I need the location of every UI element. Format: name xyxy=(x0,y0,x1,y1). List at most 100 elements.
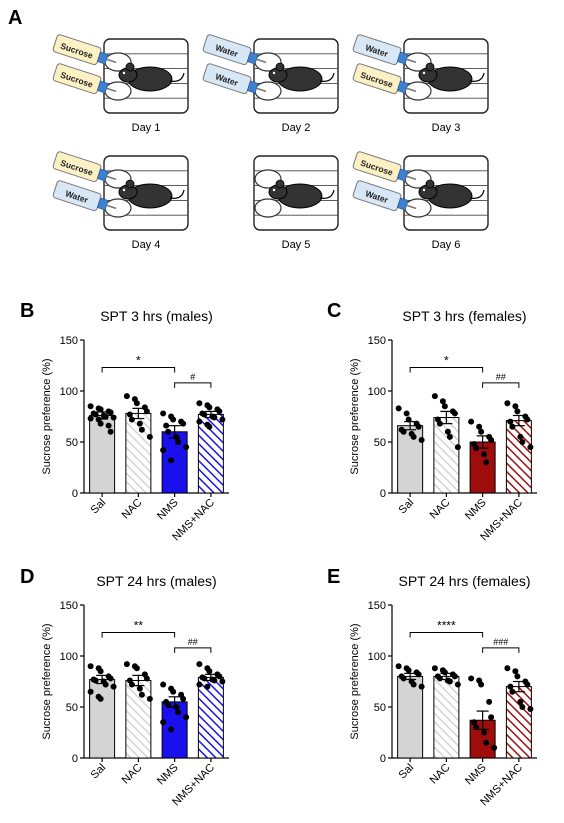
data-point xyxy=(138,691,145,698)
data-point xyxy=(405,416,412,423)
bottle: Sucrose xyxy=(352,151,417,183)
data-point xyxy=(196,661,203,668)
data-point xyxy=(507,683,514,690)
mouse-ear xyxy=(125,62,135,72)
panel-letter-d: D xyxy=(20,566,34,588)
data-point xyxy=(517,698,524,705)
bar xyxy=(161,701,188,759)
y-tick-label: 0 xyxy=(72,488,78,500)
bar xyxy=(505,420,532,494)
bottle: Water xyxy=(352,180,417,212)
panel-letter-a: A xyxy=(8,7,22,29)
data-point xyxy=(488,436,495,443)
data-point xyxy=(400,428,407,435)
data-point xyxy=(446,433,453,440)
significance-label: ## xyxy=(188,637,198,647)
data-point xyxy=(92,677,99,684)
data-point xyxy=(183,444,190,451)
day-label: Day 4 xyxy=(132,239,161,251)
day-label: Day 5 xyxy=(282,239,311,251)
data-point xyxy=(110,414,117,421)
x-tick-label: NAC xyxy=(120,762,145,787)
bottle: Sucrose xyxy=(52,63,117,95)
data-point xyxy=(405,667,412,674)
data-point xyxy=(102,681,109,688)
panel-letter-c: C xyxy=(327,300,341,322)
bottle-spout xyxy=(256,58,267,64)
data-point xyxy=(128,416,135,423)
data-point xyxy=(418,436,425,443)
bar xyxy=(469,441,496,494)
bar xyxy=(125,412,152,494)
data-point xyxy=(410,681,417,688)
bottle-spout xyxy=(106,175,117,181)
significance-bracket xyxy=(174,647,212,653)
data-point xyxy=(504,400,511,407)
data-point xyxy=(446,678,453,685)
data-point xyxy=(471,719,478,726)
mouse-tail xyxy=(169,72,185,82)
mouse-eye xyxy=(422,188,426,192)
y-tick-label: 50 xyxy=(374,702,386,714)
data-point xyxy=(524,681,531,688)
bottle-cup-bottom xyxy=(104,198,132,218)
data-point xyxy=(87,403,94,410)
data-point xyxy=(87,415,94,422)
bottle-spout xyxy=(256,87,267,93)
bottle: Sucrose xyxy=(352,63,417,95)
data-point xyxy=(436,675,443,682)
significance-label: * xyxy=(444,354,449,368)
data-point xyxy=(87,663,94,670)
data-point xyxy=(128,681,135,688)
data-point xyxy=(97,668,104,675)
mouse-tail xyxy=(319,72,335,82)
data-point xyxy=(143,408,150,415)
data-point xyxy=(211,677,218,684)
data-point xyxy=(168,726,175,733)
y-tick-label: 50 xyxy=(66,702,78,714)
charts-area: SPT 3 hrs (males) Sucrose preference (%) 0… xyxy=(41,308,537,808)
bottle-cup-top xyxy=(254,169,282,189)
data-point xyxy=(173,433,180,440)
data-point xyxy=(87,688,94,695)
significance-label: ** xyxy=(134,619,144,633)
data-point xyxy=(97,420,104,427)
bottle-cup-bottom xyxy=(104,81,132,101)
significance-label: ### xyxy=(493,637,508,647)
mouse-eye xyxy=(122,71,126,75)
data-point xyxy=(476,423,483,430)
data-point xyxy=(468,675,475,682)
y-tick-label: 100 xyxy=(60,651,78,663)
data-point xyxy=(133,665,140,672)
data-point xyxy=(439,398,446,405)
data-point xyxy=(451,673,458,680)
data-point xyxy=(219,678,226,685)
chart-b: SPT 3 hrs (males) Sucrose preference (%) 0… xyxy=(41,308,229,543)
bar xyxy=(433,675,460,759)
data-point xyxy=(512,668,519,675)
data-point xyxy=(451,410,458,417)
significance-label: * xyxy=(136,354,141,368)
data-point xyxy=(410,433,417,440)
data-point xyxy=(415,423,422,430)
y-axis-label: Sucrose preference (%) xyxy=(349,358,361,474)
y-axis-label: Sucrose preference (%) xyxy=(41,358,53,474)
data-point xyxy=(395,405,402,412)
data-point xyxy=(507,418,514,425)
data-point xyxy=(133,400,140,407)
bottle-spout xyxy=(406,87,417,93)
mouse-eye xyxy=(122,188,126,192)
data-point xyxy=(395,663,402,670)
y-tick-label: 50 xyxy=(66,437,78,449)
data-point xyxy=(175,709,182,716)
data-point xyxy=(97,406,104,413)
mouse-ear xyxy=(125,179,135,189)
data-point xyxy=(196,400,203,407)
bar xyxy=(161,431,188,494)
data-point xyxy=(168,457,175,464)
